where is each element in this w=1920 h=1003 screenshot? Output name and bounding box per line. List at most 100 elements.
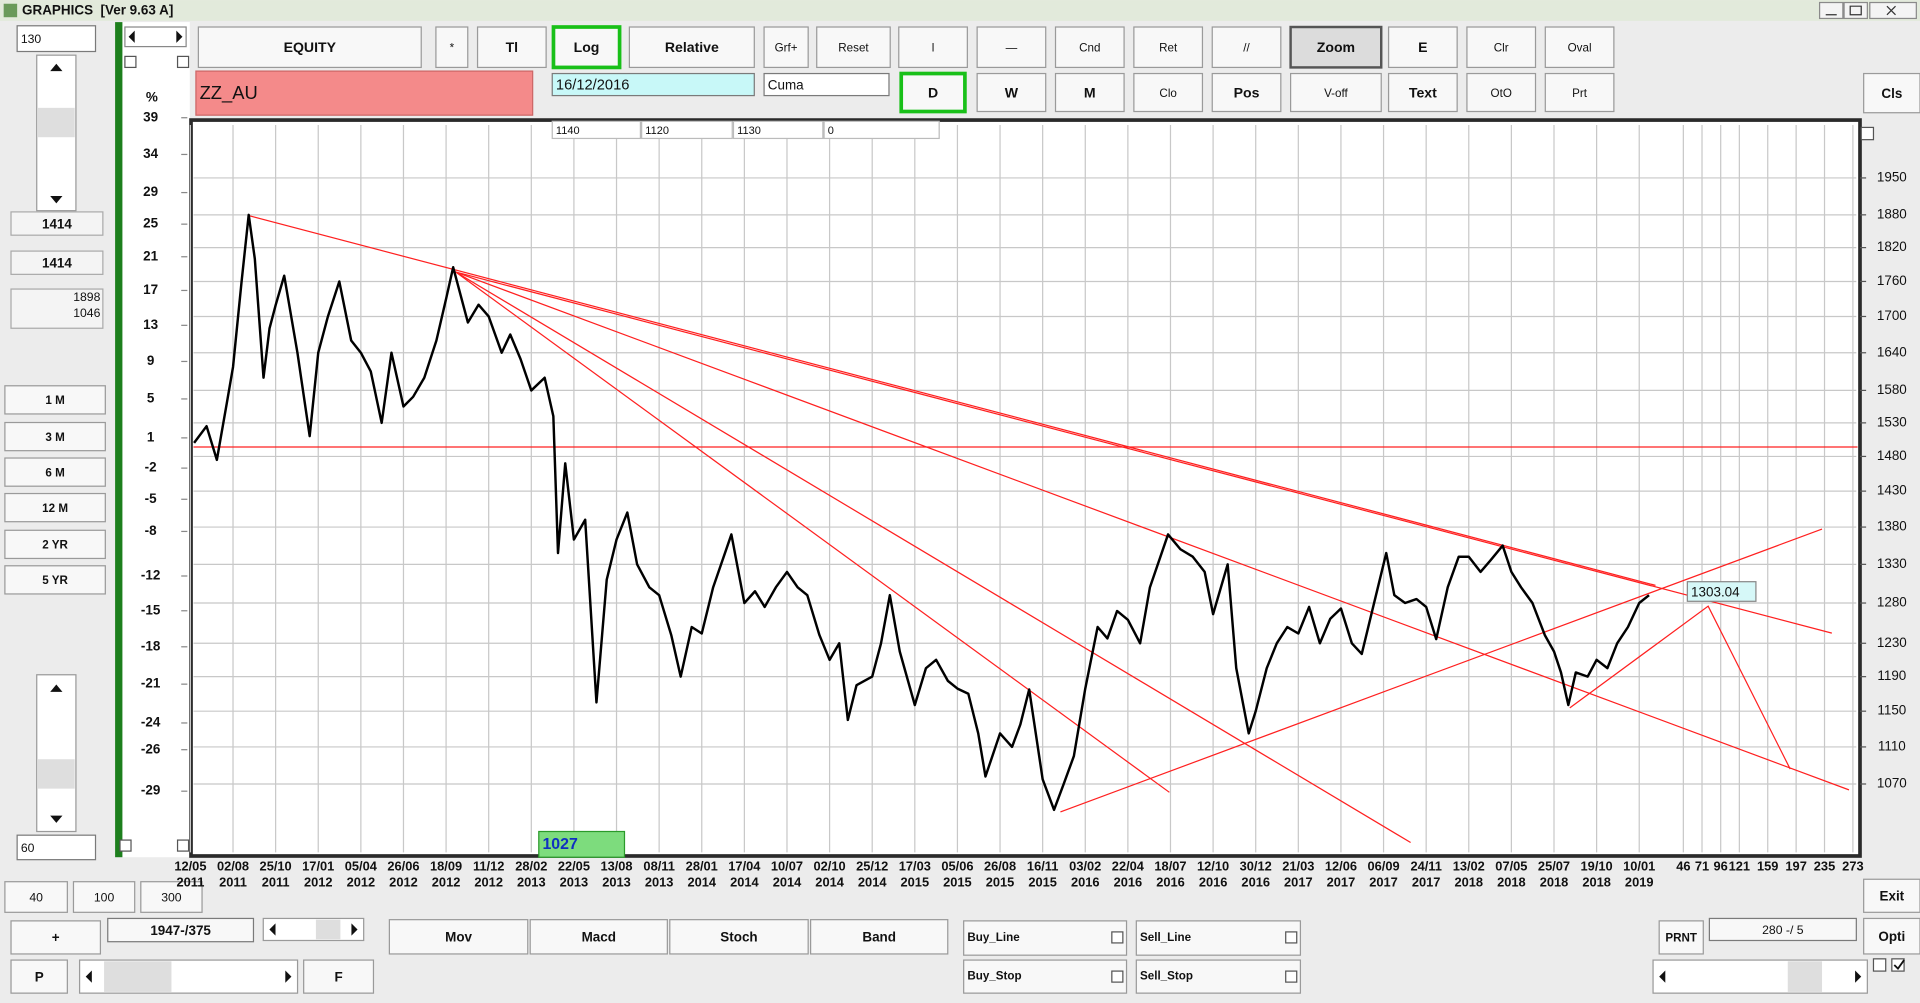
checkbox[interactable] [1285, 931, 1298, 944]
x-tick-label: 2015 [901, 874, 930, 889]
toolbar-button[interactable] [1054, 72, 1125, 113]
scroll-thumb[interactable] [1787, 961, 1823, 992]
horizontal-scrollbar[interactable] [262, 917, 365, 942]
toolbar-button[interactable] [1466, 26, 1537, 69]
toolbar-button[interactable] [1387, 72, 1458, 113]
toolbar-button[interactable] [1387, 26, 1458, 69]
indicator-button[interactable] [810, 919, 949, 955]
checkbox[interactable] [176, 55, 190, 69]
indicator-button[interactable] [388, 919, 529, 955]
toolbar-button[interactable] [1211, 26, 1282, 69]
f-button[interactable] [303, 959, 375, 994]
zoom-button[interactable] [72, 881, 136, 913]
indicator-button[interactable] [669, 919, 809, 955]
y2-tick-label: -21 [141, 676, 161, 691]
y-tick-label: 1150 [1877, 703, 1906, 718]
zoom-button[interactable] [140, 881, 203, 913]
position-field[interactable] [107, 917, 255, 943]
toolbar-button[interactable] [899, 71, 967, 114]
indicator-button[interactable] [529, 919, 668, 955]
x-tick-label: 2014 [773, 874, 802, 889]
x-tick-label: 2017 [1327, 874, 1356, 889]
toolbar-button[interactable] [628, 26, 755, 69]
checkbox[interactable] [1872, 958, 1887, 972]
toolbar-button-label: Oval [1568, 42, 1592, 55]
toolbar-button[interactable] [197, 26, 422, 69]
toolbar-button[interactable] [1054, 26, 1125, 69]
date-field[interactable] [551, 72, 755, 97]
checkbox[interactable] [119, 839, 132, 852]
p-button[interactable] [10, 959, 68, 994]
plus-button[interactable] [10, 920, 102, 955]
toolbar-button[interactable] [551, 25, 622, 70]
exit-button[interactable] [1863, 878, 1920, 913]
scroll-thumb[interactable] [37, 759, 75, 789]
level-field[interactable] [823, 120, 940, 140]
x-tick-label: 2014 [687, 874, 716, 889]
period-button[interactable] [4, 529, 106, 560]
checkbox[interactable] [176, 839, 190, 852]
checkbox[interactable] [1111, 931, 1124, 944]
opti-button[interactable] [1863, 917, 1920, 955]
exit-button-label: Exit [1879, 889, 1904, 904]
checkbox[interactable] [124, 55, 137, 69]
value-field[interactable] [10, 211, 104, 236]
x-tick-label: 12/10 [1197, 858, 1229, 873]
y-tick-label: 1480 [1877, 448, 1907, 463]
period-button-label: 6 M [45, 466, 64, 479]
scroll-thumb[interactable] [37, 107, 75, 138]
period-button[interactable] [4, 457, 106, 487]
y-tick-label: 1330 [1877, 556, 1907, 571]
checkbox[interactable] [1285, 970, 1298, 983]
toolbar-button[interactable] [1211, 72, 1282, 113]
counter-field[interactable] [1708, 917, 1857, 942]
toolbar-button[interactable] [435, 26, 469, 69]
minimize-button[interactable] [1818, 1, 1844, 20]
symbol-box[interactable] [195, 70, 534, 116]
bottom-field[interactable] [16, 834, 97, 861]
period-button[interactable] [4, 421, 106, 452]
horizontal-scrollbar[interactable] [1652, 959, 1868, 994]
toolbar-button[interactable] [976, 26, 1047, 69]
checkbox[interactable] [1111, 970, 1124, 983]
toolbar-button[interactable] [898, 26, 968, 69]
zoom-button[interactable] [4, 881, 68, 913]
level-field[interactable] [551, 120, 642, 140]
toolbar-button-label: Text [1409, 84, 1437, 100]
bars-field[interactable] [16, 25, 97, 53]
level-field[interactable] [732, 120, 824, 140]
toolbar-button[interactable] [816, 26, 891, 69]
close-button[interactable] [1869, 1, 1917, 20]
print-button[interactable] [1658, 920, 1704, 955]
toolbar-button[interactable] [976, 72, 1047, 113]
toolbar-button[interactable] [1466, 72, 1537, 113]
order-option[interactable] [1135, 920, 1302, 956]
toolbar-button[interactable] [1133, 26, 1204, 69]
toolbar-button[interactable] [1289, 25, 1383, 69]
toolbar-button[interactable] [763, 26, 809, 69]
period-button[interactable] [4, 565, 106, 595]
order-option[interactable] [963, 959, 1128, 994]
value-field[interactable] [10, 250, 104, 275]
order-option[interactable] [963, 920, 1128, 956]
close-chart-button[interactable] [1863, 72, 1920, 114]
checkbox[interactable] [1891, 958, 1905, 972]
projection-line [1569, 605, 1791, 770]
toolbar-button[interactable] [1290, 72, 1382, 113]
toolbar-button[interactable] [1544, 72, 1615, 113]
mode-field[interactable] [763, 72, 890, 97]
level-field[interactable] [641, 120, 733, 140]
checkbox[interactable] [1860, 126, 1875, 141]
period-button[interactable] [4, 492, 106, 523]
period-button[interactable] [4, 385, 106, 415]
toolbar-button[interactable] [1544, 26, 1615, 69]
scroll-thumb[interactable] [315, 919, 341, 940]
toolbar-button-label: D [928, 84, 938, 100]
vertical-scrollbar[interactable] [36, 674, 77, 833]
toolbar-button[interactable] [476, 26, 547, 69]
toolbar-button[interactable] [1133, 72, 1204, 113]
maximize-button[interactable] [1843, 1, 1868, 20]
scroll-thumb[interactable] [104, 961, 172, 992]
order-option[interactable] [1135, 959, 1302, 994]
scroll-control[interactable] [124, 26, 187, 48]
